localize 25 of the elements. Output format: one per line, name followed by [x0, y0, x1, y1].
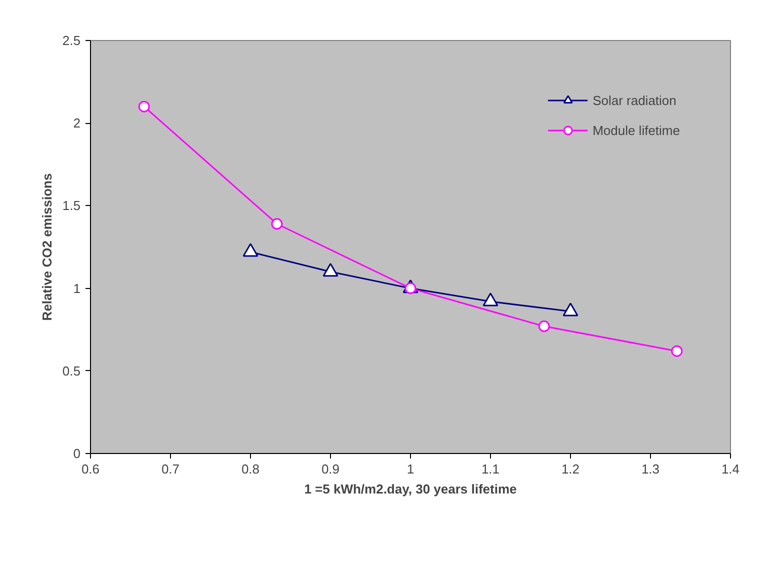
point	[562, 302, 578, 316]
y-tick-label: 2	[73, 116, 81, 131]
y-tick-label: 2.5	[62, 33, 81, 48]
x-tick-label: 0.9	[321, 462, 340, 476]
y-tick-label: 1.5	[62, 198, 81, 214]
y-tick-label: 0	[73, 446, 81, 461]
point	[482, 292, 498, 306]
point	[242, 243, 258, 257]
x-tick-label: 1.2	[561, 462, 580, 476]
point	[138, 100, 150, 112]
y-axis-title: Relative CO2 emissions	[39, 173, 54, 321]
x-tick-label: 1	[406, 462, 414, 476]
x-tick-label: 0.7	[161, 462, 180, 476]
legend-label: Solar radiation	[592, 92, 676, 108]
x-tick-label: 0.8	[241, 462, 260, 476]
point	[271, 218, 283, 230]
y-tick-label: 1	[73, 280, 81, 296]
x-tick-label: 1.4	[721, 462, 740, 476]
x-tick-label: 1.3	[641, 462, 660, 476]
legend-label: Module lifetime	[592, 122, 680, 138]
x-axis-title: 1 =5 kWh/m2.day, 30 years lifetime	[304, 482, 517, 496]
x-tick-label: 1.1	[481, 462, 500, 476]
y-tick-label: 0.5	[62, 363, 81, 378]
x-tick-label: 0.6	[81, 462, 100, 476]
point	[322, 262, 338, 277]
